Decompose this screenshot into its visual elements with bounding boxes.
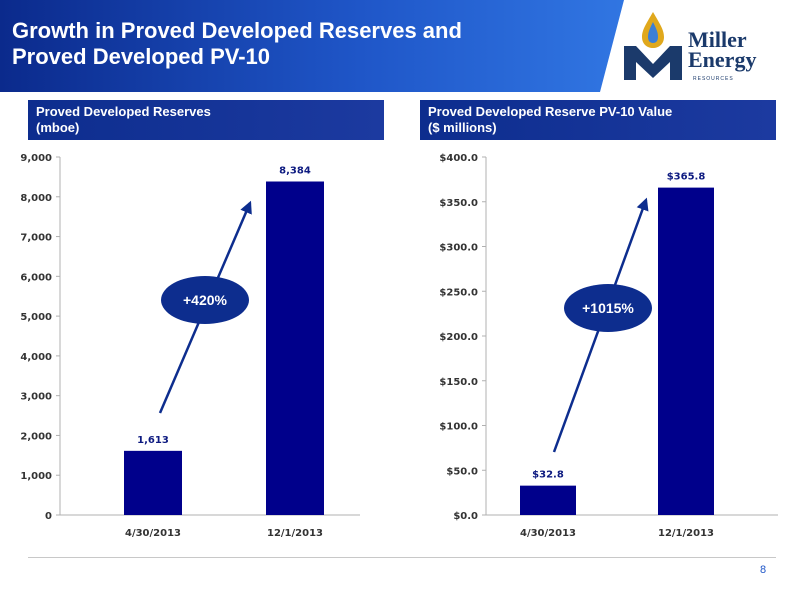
y-tick-label: $100.0 [439,422,478,433]
x-category-label: 12/1/2013 [267,528,323,539]
y-tick-label: 2,000 [20,431,52,442]
bar [520,485,576,515]
y-tick-label: $200.0 [439,332,478,343]
growth-badge-label: +1015% [582,300,634,316]
x-category-label: 4/30/2013 [520,528,576,539]
x-category-label: 4/30/2013 [125,528,181,539]
y-tick-label: $300.0 [439,243,478,254]
y-tick-label: 3,000 [20,392,52,403]
y-tick-label: 7,000 [20,233,52,244]
growth-badge [161,276,249,324]
reserves-chart: 0 1,000 2,000 3,000 4,000 5,000 6,000 7,000 8,00… [20,153,360,539]
bar [124,450,182,515]
chart-2-title: Proved Developed Reserve PV-10 Value ($ … [420,100,776,140]
footer-divider [28,557,776,558]
data-label: $32.8 [532,470,564,481]
logo-subtitle: RESOURCES [693,76,734,82]
miller-energy-logo-icon [624,12,682,80]
chart-1-title: Proved Developed Reserves (mboe) [28,100,384,140]
bar [266,181,324,515]
growth-badge [564,284,652,332]
y-tick-label: 8,000 [20,193,52,204]
y-tick-label: 0 [45,511,52,522]
x-category-label: 12/1/2013 [658,528,714,539]
page-title: Growth in Proved Developed Reserves and … [12,18,462,69]
data-label: 1,613 [137,435,169,446]
data-label: $365.8 [667,172,706,183]
y-tick-label: $350.0 [439,198,478,209]
y-tick-label: $150.0 [439,377,478,388]
y-tick-label: $400.0 [439,153,478,164]
y-tick-label: 4,000 [20,352,52,363]
y-tick-label: 6,000 [20,272,52,283]
data-label: 8,384 [279,166,311,177]
y-tick-label: 1,000 [20,471,52,482]
page-number: 8 [760,564,767,576]
logo-wordmark: Miller Energy [688,27,757,72]
y-tick-label: $0.0 [453,511,478,522]
growth-badge-label: +420% [183,292,228,308]
bar [658,187,714,515]
y-tick-label: 5,000 [20,312,52,323]
y-tick-label: $50.0 [446,466,478,477]
y-tick-label: $250.0 [439,287,478,298]
y-tick-label: 9,000 [20,153,52,164]
pv10-chart: $0.0 $50.0 $100.0 $150.0 $200.0 $250.0 $300.0 $… [439,153,778,539]
